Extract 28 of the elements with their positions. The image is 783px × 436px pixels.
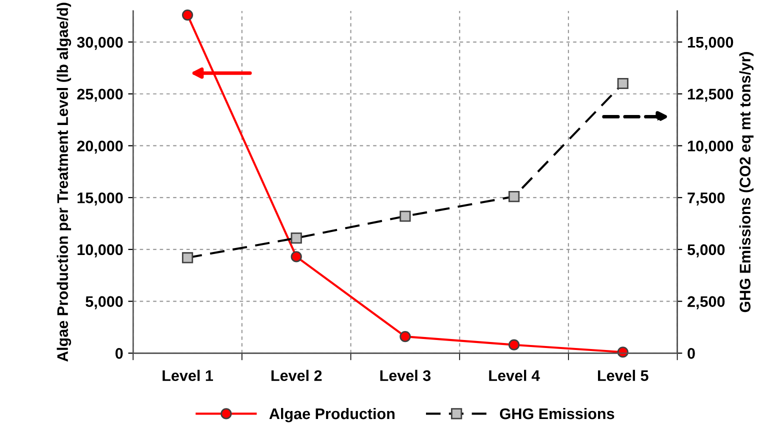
point (617, 346, 628, 358)
y2-tick-label: 2,500 (688, 296, 725, 310)
y2-tick-label: 7,500 (688, 192, 725, 206)
y2-tick-label: 5,000 (687, 244, 725, 258)
y-tick-label: 30,000 (77, 36, 123, 50)
y-tick-label: 20,000 (77, 140, 123, 154)
legend-label: GHG Emissions (500, 408, 614, 420)
y-tick-label: 15,000 (78, 192, 123, 206)
y2-tick-label: 15,000 (688, 36, 734, 50)
point (290, 251, 302, 262)
y2-tick-label: 10,000 (688, 140, 734, 154)
x-tick-label: Level 5 (598, 370, 648, 382)
y2-tick-label: 12,500 (688, 88, 734, 102)
point (508, 339, 520, 350)
y2-tick-label: 0 (688, 348, 695, 359)
y-axis-title: Algae Production per Treatment Level (lb algae/d) (56, 2, 72, 362)
legend-label: Algae Production (269, 408, 394, 422)
point (400, 331, 411, 342)
y-tick-label: 25,000 (77, 88, 123, 102)
x-tick-label: Level 1 (162, 370, 214, 382)
x-tick-label: Level 4 (489, 370, 540, 382)
x-tick-label: Level 3 (380, 370, 431, 382)
point (182, 9, 194, 21)
y-tick-label: 0 (115, 348, 123, 359)
x-tick-label: Level 2 (271, 370, 322, 382)
y-tick-label: 5,000 (86, 296, 123, 310)
y-tick-label: 10,000 (78, 244, 123, 258)
y2-axis-title: GHG Emissions (CO2 eq mt tons/yr) (739, 52, 754, 312)
